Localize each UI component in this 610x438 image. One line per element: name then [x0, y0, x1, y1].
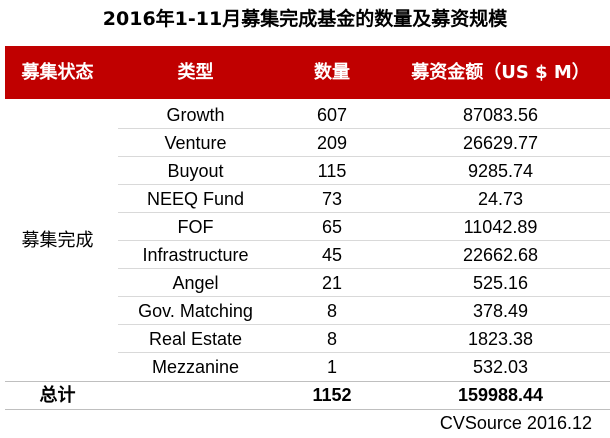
table-row: Angel 21 525.16	[5, 269, 610, 298]
type-cell: Gov. Matching	[118, 297, 273, 326]
count-cell: 115	[273, 157, 391, 186]
header-amount: 募资金额（US $ M）	[411, 62, 590, 83]
amount-cell: 87083.56	[391, 101, 610, 130]
type-cell: Mezzanine	[118, 353, 273, 382]
amount-cell: 24.73	[391, 185, 610, 214]
row-divider	[118, 184, 610, 185]
row-divider	[118, 240, 610, 241]
count-cell: 607	[273, 101, 391, 130]
count-cell: 65	[273, 213, 391, 242]
table-row: Real Estate 8 1823.38	[5, 325, 610, 354]
header-count: 数量	[314, 62, 350, 83]
row-divider	[118, 296, 610, 297]
type-cell: FOF	[118, 213, 273, 242]
table-title: 2016年1-11月募集完成基金的数量及募资规模	[102, 8, 508, 30]
amount-cell: 22662.68	[391, 241, 610, 270]
amount-cell: 26629.77	[391, 129, 610, 158]
table-row: Venture 209 26629.77	[5, 129, 610, 158]
row-divider	[118, 268, 610, 269]
count-cell: 73	[273, 185, 391, 214]
type-cell: Infrastructure	[118, 241, 273, 270]
type-cell: Angel	[118, 269, 273, 298]
amount-cell: 378.49	[391, 297, 610, 326]
table-row: FOF 65 11042.89	[5, 213, 610, 242]
table-header: 募集状态 类型 数量 募资金额（US $ M）	[5, 46, 610, 99]
table-row: Buyout 115 9285.74	[5, 157, 610, 186]
count-cell: 1	[273, 353, 391, 382]
total-amount: 159988.44	[457, 385, 544, 405]
header-type: 类型	[177, 62, 214, 83]
table-row: Gov. Matching 8 378.49	[5, 297, 610, 326]
table-row: Growth 607 87083.56	[5, 101, 610, 130]
total-label: 总计	[39, 385, 76, 406]
count-cell: 45	[273, 241, 391, 270]
source-note: CVSource 2016.12	[439, 413, 592, 433]
status-cell: 募集完成	[21, 230, 94, 251]
type-cell: Buyout	[118, 157, 273, 186]
count-cell: 209	[273, 129, 391, 158]
type-cell: Growth	[118, 101, 273, 130]
row-divider	[118, 352, 610, 353]
count-cell: 8	[273, 325, 391, 354]
amount-cell: 1823.38	[391, 325, 610, 354]
total-count: 1152	[312, 385, 352, 405]
total-top-rule	[5, 381, 610, 382]
total-bottom-rule	[5, 409, 610, 410]
total-row: 总计 1152 159988.44	[5, 382, 610, 409]
amount-cell: 11042.89	[391, 213, 610, 242]
amount-cell: 525.16	[391, 269, 610, 298]
table-row: Infrastructure 45 22662.68	[5, 241, 610, 270]
row-divider	[118, 128, 610, 129]
header-status: 募集状态	[21, 62, 94, 83]
type-cell: Venture	[118, 129, 273, 158]
type-cell: Real Estate	[118, 325, 273, 354]
row-divider	[118, 212, 610, 213]
table-row: Mezzanine 1 532.03	[5, 353, 610, 382]
amount-cell: 9285.74	[391, 157, 610, 186]
amount-cell: 532.03	[391, 353, 610, 382]
count-cell: 8	[273, 297, 391, 326]
row-divider	[118, 156, 610, 157]
count-cell: 21	[273, 269, 391, 298]
type-cell: NEEQ Fund	[118, 185, 273, 214]
row-divider	[118, 324, 610, 325]
table-row: NEEQ Fund 73 24.73	[5, 185, 610, 214]
